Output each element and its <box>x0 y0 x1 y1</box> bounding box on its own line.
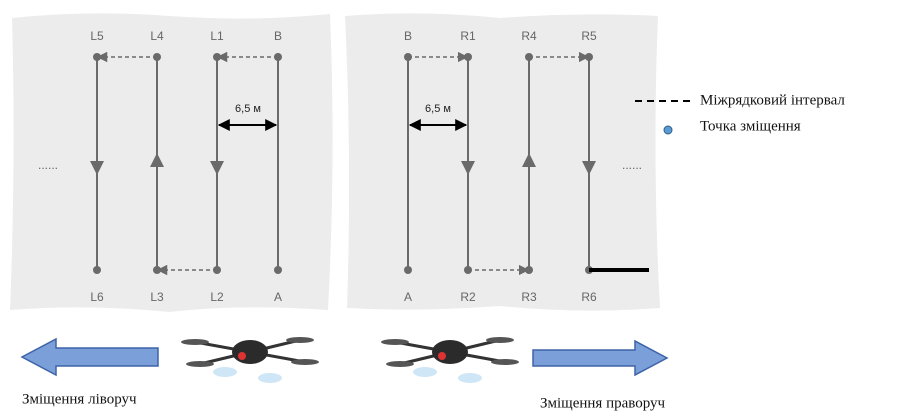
left-field <box>10 13 333 312</box>
diagram: ...... ...... L5 L4 L1 B L6 L3 L2 A B R1 R4 R5 A R2 R3… <box>0 0 905 414</box>
dimension: 6,5 м <box>425 103 451 115</box>
svg-text:......: ...... <box>622 158 642 172</box>
point-label: R3 <box>521 290 537 304</box>
point-label: L3 <box>150 290 164 304</box>
legend-label: Точка зміщення <box>700 118 801 134</box>
drone-icon <box>381 337 519 383</box>
point-label: L6 <box>90 290 104 304</box>
right-field <box>345 13 660 310</box>
point-label: L5 <box>90 29 104 43</box>
point-label: R4 <box>521 29 537 43</box>
point-label: B <box>404 29 412 43</box>
point-label: A <box>274 290 282 304</box>
point-label: B <box>274 29 282 43</box>
point-label: A <box>404 290 412 304</box>
point-label: R1 <box>460 29 476 43</box>
point-label: L1 <box>210 29 224 43</box>
dimension: 6,5 м <box>235 103 261 115</box>
point-label: L2 <box>210 290 224 304</box>
point-label: R6 <box>581 290 597 304</box>
caption: Зміщення праворуч <box>540 395 666 411</box>
caption: Зміщення ліворуч <box>22 391 137 407</box>
right-arrow <box>533 341 667 375</box>
legend-label: Міжрядковий інтервал <box>700 92 845 108</box>
point-label: R2 <box>460 290 476 304</box>
svg-text:......: ...... <box>38 158 58 172</box>
left-arrow <box>22 339 158 375</box>
point-label: R5 <box>581 29 597 43</box>
drone-icon <box>181 337 319 383</box>
point-label: L4 <box>150 29 164 43</box>
legend-dot <box>664 126 672 134</box>
